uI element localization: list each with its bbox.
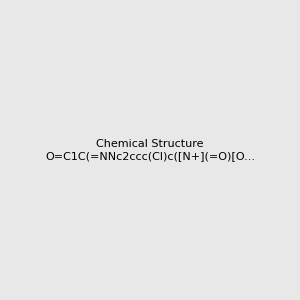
Text: Chemical Structure
O=C1C(=NNc2ccc(Cl)c([N+](=O)[O...: Chemical Structure O=C1C(=NNc2ccc(Cl)c([… <box>45 139 255 161</box>
